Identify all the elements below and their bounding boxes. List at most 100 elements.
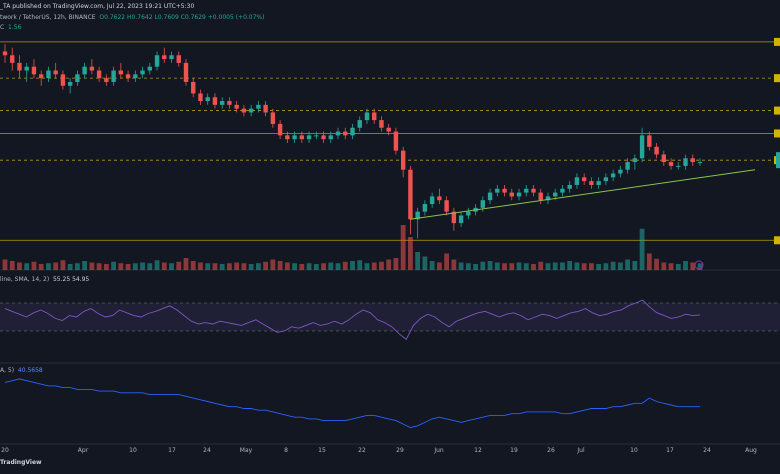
- volume-bar: [386, 259, 392, 270]
- candle-body: [408, 169, 413, 220]
- volume-bar: [473, 264, 478, 270]
- replay-marker-icon: [694, 260, 704, 270]
- level-price-tag: [774, 74, 780, 83]
- candle-body: [118, 70, 124, 75]
- indicator2-legend-label: A, 5): [0, 367, 15, 374]
- level-price-tag: [774, 236, 780, 245]
- volume-bar: [574, 262, 580, 270]
- candle-body: [256, 104, 261, 109]
- candle-body: [10, 55, 15, 63]
- candle-body: [386, 127, 391, 132]
- candle-body: [654, 146, 659, 155]
- time-axis-tick-label: 10: [129, 447, 137, 454]
- candle-body: [632, 158, 638, 163]
- volume-bar: [646, 253, 652, 270]
- candle-body: [219, 101, 225, 105]
- candle-body: [400, 150, 406, 170]
- volume-bar: [632, 261, 638, 270]
- time-axis-tick-label: 22: [358, 447, 366, 454]
- volume-bar: [596, 264, 602, 270]
- candle-body: [668, 162, 674, 166]
- rsi-legend-label: line, SMA, 14, 2): [0, 276, 50, 283]
- volume-bar: [451, 259, 457, 270]
- volume-bar: [270, 259, 276, 270]
- volume-bar: [9, 261, 15, 270]
- footer-brand: TradingView: [0, 459, 42, 466]
- candle-body: [444, 200, 449, 212]
- current-price-tag: [776, 152, 780, 169]
- volume-bar: [531, 264, 536, 270]
- time-axis-tick-label: 8: [284, 447, 288, 454]
- time-axis-tick-label: Jul: [576, 447, 585, 454]
- volume-bar: [103, 264, 109, 270]
- volume-layer: [2, 225, 703, 270]
- candle-body: [538, 192, 543, 201]
- time-axis-tick-label: Apr: [78, 447, 89, 454]
- volume-bar: [284, 262, 290, 270]
- volume-bar: [364, 263, 370, 270]
- volume-bar: [697, 263, 703, 270]
- candle-body: [328, 135, 333, 140]
- volume-bar: [198, 262, 203, 270]
- volume-bar: [147, 263, 153, 270]
- volume-bar: [350, 261, 355, 270]
- candle-body: [350, 127, 355, 136]
- volume-bar: [241, 263, 247, 270]
- candle-body: [89, 66, 95, 71]
- volume-bar: [321, 263, 326, 270]
- volume-bar: [53, 262, 59, 270]
- volume-bar: [154, 260, 160, 270]
- candle-body: [104, 78, 109, 82]
- candle-body: [509, 192, 514, 197]
- volume-bar: [277, 261, 283, 270]
- candle-body: [676, 165, 681, 167]
- volume-bar: [46, 263, 51, 270]
- candle-body: [364, 112, 370, 121]
- level-price-tag: [774, 37, 780, 46]
- candle-body: [335, 131, 341, 136]
- candle-body: [422, 204, 428, 212]
- candle-body: [495, 188, 500, 193]
- candle-body: [75, 74, 80, 82]
- candle-body: [176, 55, 181, 63]
- level-price-tag: [774, 106, 780, 115]
- volume-bar: [625, 259, 631, 270]
- candle-body: [321, 135, 326, 140]
- volume-bar: [552, 262, 558, 270]
- volume-bar: [400, 225, 406, 270]
- volume-bar: [581, 263, 587, 270]
- volume-bar: [675, 264, 681, 270]
- volume-bar: [60, 260, 66, 270]
- volume-bar: [96, 263, 102, 270]
- candle-body: [96, 70, 102, 79]
- candle-body: [553, 192, 558, 197]
- candle-body: [140, 70, 145, 75]
- volume-bar: [212, 263, 218, 270]
- time-axis-tick-label: 24: [703, 447, 711, 454]
- volume-bar: [444, 253, 450, 270]
- candle-body: [574, 177, 580, 185]
- candle-body: [292, 135, 297, 140]
- candle-body: [415, 211, 420, 220]
- candle-body: [147, 66, 152, 71]
- time-axis-tick-label: 29: [396, 447, 404, 454]
- volume-bar: [589, 263, 594, 270]
- time-axis-tick-label: May: [240, 447, 253, 454]
- volume-bar: [458, 262, 464, 270]
- candle-body: [191, 81, 196, 94]
- symbol-line: twork / TetherUS, 12h, BINANCE O0.7622 H…: [0, 14, 264, 22]
- time-axis-tick-label: 17: [666, 447, 674, 454]
- time-axis-tick-label: 15: [318, 447, 326, 454]
- volume-bar: [132, 263, 138, 270]
- volume-bar: [415, 252, 421, 270]
- candle-body: [516, 192, 522, 197]
- volume-bar: [161, 262, 167, 270]
- volume-bar: [38, 264, 44, 270]
- volume-bar: [494, 262, 500, 270]
- candle-body: [697, 162, 703, 164]
- volume-bar: [422, 256, 428, 270]
- candle-body: [625, 162, 630, 170]
